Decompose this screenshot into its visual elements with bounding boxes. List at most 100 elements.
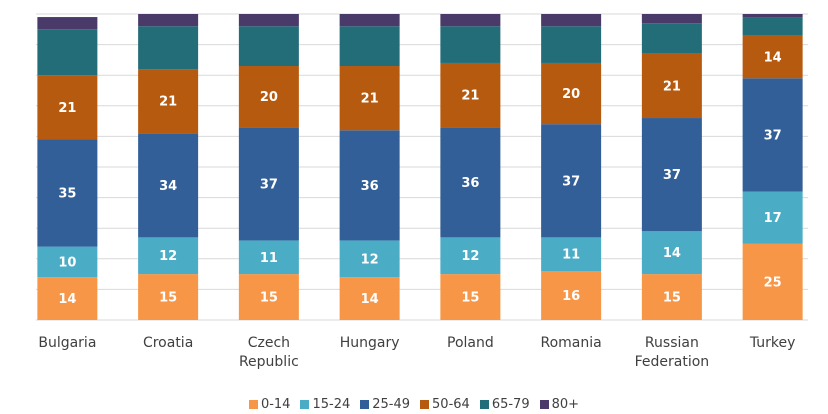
bar-segment bbox=[339, 130, 400, 241]
data-label: 35 bbox=[58, 187, 76, 202]
data-label: 10 bbox=[58, 255, 76, 270]
bar-segment bbox=[440, 14, 501, 27]
legend-swatch bbox=[420, 400, 430, 409]
x-tick-label: Turkey bbox=[749, 335, 796, 351]
data-label: 36 bbox=[361, 179, 379, 194]
data-label: 11 bbox=[562, 248, 580, 263]
data-label: 21 bbox=[663, 79, 681, 94]
bar-segment bbox=[742, 243, 803, 320]
legend-label: 80+ bbox=[551, 397, 580, 412]
bar-segment bbox=[138, 133, 199, 238]
bar-segment bbox=[440, 127, 501, 238]
legend-swatch bbox=[479, 400, 489, 409]
legend-label: 50-64 bbox=[432, 397, 470, 412]
bar-segment bbox=[37, 75, 98, 140]
data-label: 21 bbox=[58, 101, 76, 116]
bar-segment bbox=[641, 53, 702, 119]
bar-segment bbox=[138, 69, 199, 134]
data-label: 14 bbox=[361, 292, 379, 307]
bar-segment bbox=[641, 14, 702, 24]
bar-segment bbox=[641, 231, 702, 275]
bar-segment bbox=[641, 118, 702, 232]
bar-segment bbox=[238, 127, 299, 241]
data-label: 34 bbox=[159, 179, 177, 194]
bar-segment bbox=[37, 246, 98, 278]
bar-segment bbox=[339, 14, 400, 27]
bar-segment bbox=[37, 17, 98, 30]
data-label: 15 bbox=[159, 291, 177, 306]
bar-segment bbox=[238, 274, 299, 320]
bar-segment bbox=[742, 78, 803, 192]
data-label: 20 bbox=[562, 87, 580, 102]
data-label: 37 bbox=[260, 177, 278, 192]
bar-segment bbox=[238, 66, 299, 128]
data-label: 12 bbox=[461, 249, 479, 264]
data-label: 12 bbox=[159, 249, 177, 264]
data-label: 14 bbox=[663, 246, 681, 261]
bar-segment bbox=[138, 237, 199, 275]
bar-segment bbox=[238, 14, 299, 27]
data-label: 14 bbox=[764, 50, 782, 65]
x-tick-label: Czech Republic bbox=[238, 335, 299, 370]
bar-segment bbox=[339, 66, 400, 131]
bar-segment bbox=[541, 237, 602, 272]
x-tick-label: Croatia bbox=[142, 335, 194, 351]
data-label: 17 bbox=[764, 211, 782, 226]
bar-segment bbox=[238, 240, 299, 275]
data-label: 25 bbox=[764, 275, 782, 290]
bar-segment bbox=[339, 26, 400, 67]
data-label: 37 bbox=[663, 168, 681, 183]
data-label: 37 bbox=[562, 174, 580, 189]
bar-segment bbox=[541, 271, 602, 320]
x-tick-label: Russian Federation bbox=[634, 335, 710, 370]
bar-segment bbox=[440, 62, 501, 128]
bar-segment bbox=[37, 277, 98, 320]
x-tick-label: Poland bbox=[447, 335, 494, 351]
bar-segment bbox=[238, 26, 299, 67]
data-label: 14 bbox=[58, 292, 76, 307]
data-label: 15 bbox=[663, 291, 681, 306]
legend-item: 80+ bbox=[539, 397, 580, 412]
data-label: 36 bbox=[461, 176, 479, 191]
legend-item: 25-49 bbox=[360, 397, 410, 412]
bar-segment bbox=[339, 240, 400, 278]
bar-segment bbox=[440, 237, 501, 275]
x-tick-label: Hungary bbox=[339, 335, 400, 351]
legend-item: 50-64 bbox=[420, 397, 470, 412]
data-label: 15 bbox=[260, 291, 278, 306]
data-label: 15 bbox=[461, 291, 479, 306]
bar-segment bbox=[37, 29, 98, 76]
legend-swatch bbox=[300, 400, 310, 409]
legend-item: 0-14 bbox=[248, 397, 291, 412]
bar-segment bbox=[339, 277, 400, 320]
bar-segment bbox=[742, 17, 803, 36]
bar-segment bbox=[440, 26, 501, 63]
legend-label: 65-79 bbox=[491, 397, 530, 412]
bar-segment bbox=[742, 35, 803, 79]
bar-segment bbox=[440, 274, 501, 320]
legend-item: 65-79 bbox=[479, 397, 530, 412]
data-label: 21 bbox=[461, 89, 479, 104]
bar-segment bbox=[37, 139, 98, 247]
data-label: 11 bbox=[260, 251, 278, 266]
data-label: 37 bbox=[764, 128, 782, 143]
bar-segment bbox=[742, 191, 803, 244]
legend-label: 15-24 bbox=[312, 397, 351, 412]
bar-segment bbox=[138, 274, 199, 320]
legend-label: 25-49 bbox=[372, 397, 411, 412]
legend-swatch bbox=[539, 400, 549, 409]
bar-segment bbox=[541, 124, 602, 238]
x-tick-label: Bulgaria bbox=[38, 335, 97, 351]
bar-segment bbox=[541, 26, 602, 63]
legend-swatch bbox=[360, 400, 370, 409]
x-tick-label: Romania bbox=[540, 335, 602, 351]
bar-segment bbox=[138, 14, 199, 27]
legend-label: 0-14 bbox=[260, 397, 291, 412]
bar-segment bbox=[138, 26, 199, 70]
data-label: 21 bbox=[159, 95, 177, 110]
legend-item: 15-24 bbox=[300, 397, 350, 412]
bar-segment bbox=[541, 62, 602, 125]
data-label: 21 bbox=[361, 92, 379, 107]
